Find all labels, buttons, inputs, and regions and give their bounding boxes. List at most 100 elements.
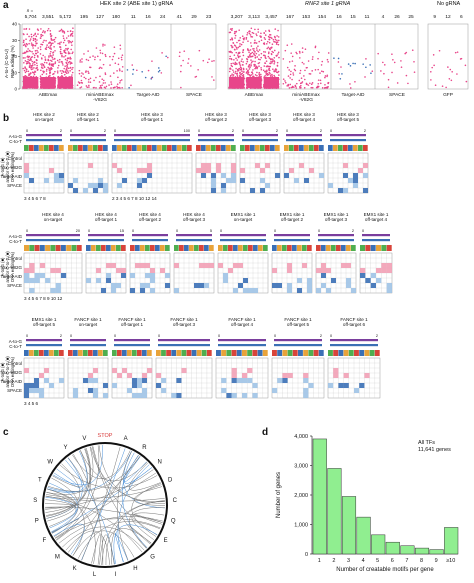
panel-a-point <box>30 42 33 44</box>
panel-a-point <box>29 38 32 40</box>
panel-b-seq-base <box>172 145 177 151</box>
panel-a-point <box>102 79 105 82</box>
panel-a-point <box>35 42 38 45</box>
panel-b-cell <box>243 288 248 293</box>
panel-b-scale-max: 2 <box>276 129 278 133</box>
panel-a-point <box>179 51 181 54</box>
panel-b-cell <box>24 388 29 393</box>
panel-c-amino-letter: S <box>33 498 37 504</box>
panel-c-amino-letter: F <box>43 538 47 544</box>
panel-a-point <box>52 42 54 44</box>
panel-a-point <box>434 84 437 86</box>
panel-a-point <box>51 64 54 66</box>
panel-a-n-value: 195 <box>80 14 88 20</box>
panel-b-cell <box>137 383 142 388</box>
panel-a-point <box>264 62 266 64</box>
panel-b-cell <box>29 178 34 183</box>
panel-a-point <box>147 69 150 72</box>
panel-c-chord <box>51 467 152 534</box>
panel-a-point <box>70 33 73 36</box>
panel-a-point <box>229 74 232 77</box>
panel-b-seq-base <box>184 245 189 251</box>
panel-b-cell <box>44 378 49 383</box>
panel-a-point <box>312 56 314 58</box>
panel-c-chord <box>47 450 88 493</box>
panel-a-point <box>117 76 119 79</box>
panel-b-seq-base <box>228 245 233 251</box>
panel-d-xtick-label: ≥10 <box>446 558 455 564</box>
panel-a-point <box>197 69 199 71</box>
panel-b-seq-base <box>142 145 147 151</box>
panel-a-point <box>61 52 63 55</box>
panel-a-point <box>67 70 69 72</box>
panel-a-point <box>267 46 270 49</box>
panel-a-point <box>45 39 47 42</box>
panel-a-point <box>99 59 101 61</box>
panel-b-scale-min: 0 <box>362 229 364 233</box>
panel-b-cell <box>287 373 293 378</box>
panel-a-point <box>229 55 231 58</box>
panel-b-row-title: A-to-G <box>9 134 23 139</box>
panel-b-scale-bar <box>26 234 80 237</box>
panel-a-point <box>70 48 72 51</box>
panel-a-point <box>68 52 71 55</box>
panel-a-point <box>250 64 252 67</box>
panel-b-seq-base <box>191 350 197 356</box>
panel-d-xtick-label: 4 <box>362 558 365 564</box>
panel-a-point <box>25 70 28 72</box>
panel-b-cell <box>275 173 280 178</box>
panel-b-cell <box>130 288 135 293</box>
panel-a-point <box>206 61 209 64</box>
panel-b-seq-base <box>91 245 96 251</box>
panel-a-point <box>64 54 67 57</box>
panel-b-cell <box>34 273 40 278</box>
panel-a-point <box>324 84 326 86</box>
panel-a-point <box>47 66 49 69</box>
panel-a-point <box>295 87 298 89</box>
panel-a-point <box>294 85 297 88</box>
panel-b-side-label: DNA editing (%) <box>10 152 15 182</box>
panel-a-point <box>30 67 32 69</box>
panel-b-seq-base <box>287 350 293 356</box>
panel-a-point <box>307 84 310 86</box>
panel-b-seq-base <box>252 350 258 356</box>
panel-a-point <box>102 45 104 47</box>
panel-a-point <box>354 62 356 65</box>
panel-a-group2-title: RNF2 site 1 gRNA <box>305 1 351 7</box>
panel-c-chord <box>133 484 165 506</box>
panel-b-cell <box>137 378 142 383</box>
panel-a-point <box>65 47 67 50</box>
panel-d-ylabel: Number of genes <box>276 472 282 518</box>
panel-a-point <box>70 57 72 60</box>
panel-a-point <box>264 51 267 53</box>
panel-b-cell <box>370 273 376 278</box>
panel-a-n-value: 26 <box>394 14 400 20</box>
panel-a-point <box>249 49 252 51</box>
panel-a-point <box>22 57 25 59</box>
panel-a-point <box>404 52 407 55</box>
panel-a-point <box>254 60 256 63</box>
panel-a-point <box>48 64 51 66</box>
panel-b-cell <box>39 373 44 378</box>
panel-a-point <box>250 42 252 44</box>
panel-a-point <box>45 46 48 48</box>
panel-b-cell <box>121 273 126 278</box>
panel-b-seq-base <box>211 145 216 151</box>
panel-a-point <box>239 66 242 69</box>
panel-b-seq-base <box>316 245 321 251</box>
panel-b-seq-base <box>277 245 282 251</box>
panel-a-point <box>27 50 29 53</box>
panel-a-point <box>309 82 311 85</box>
panel-a-point <box>39 46 42 48</box>
panel-a-point <box>260 56 262 59</box>
panel-a-point <box>264 70 267 73</box>
panel-b-seq-base <box>343 350 349 356</box>
panel-a-point <box>88 86 90 88</box>
panel-b-scale-bar <box>70 339 106 342</box>
panel-a-point <box>71 40 74 43</box>
panel-b-cell <box>83 378 88 383</box>
panel-b-scale-bar <box>220 234 266 237</box>
panel-a-point <box>62 64 64 66</box>
panel-b-cell <box>228 268 233 273</box>
panel-a-point <box>317 79 320 81</box>
